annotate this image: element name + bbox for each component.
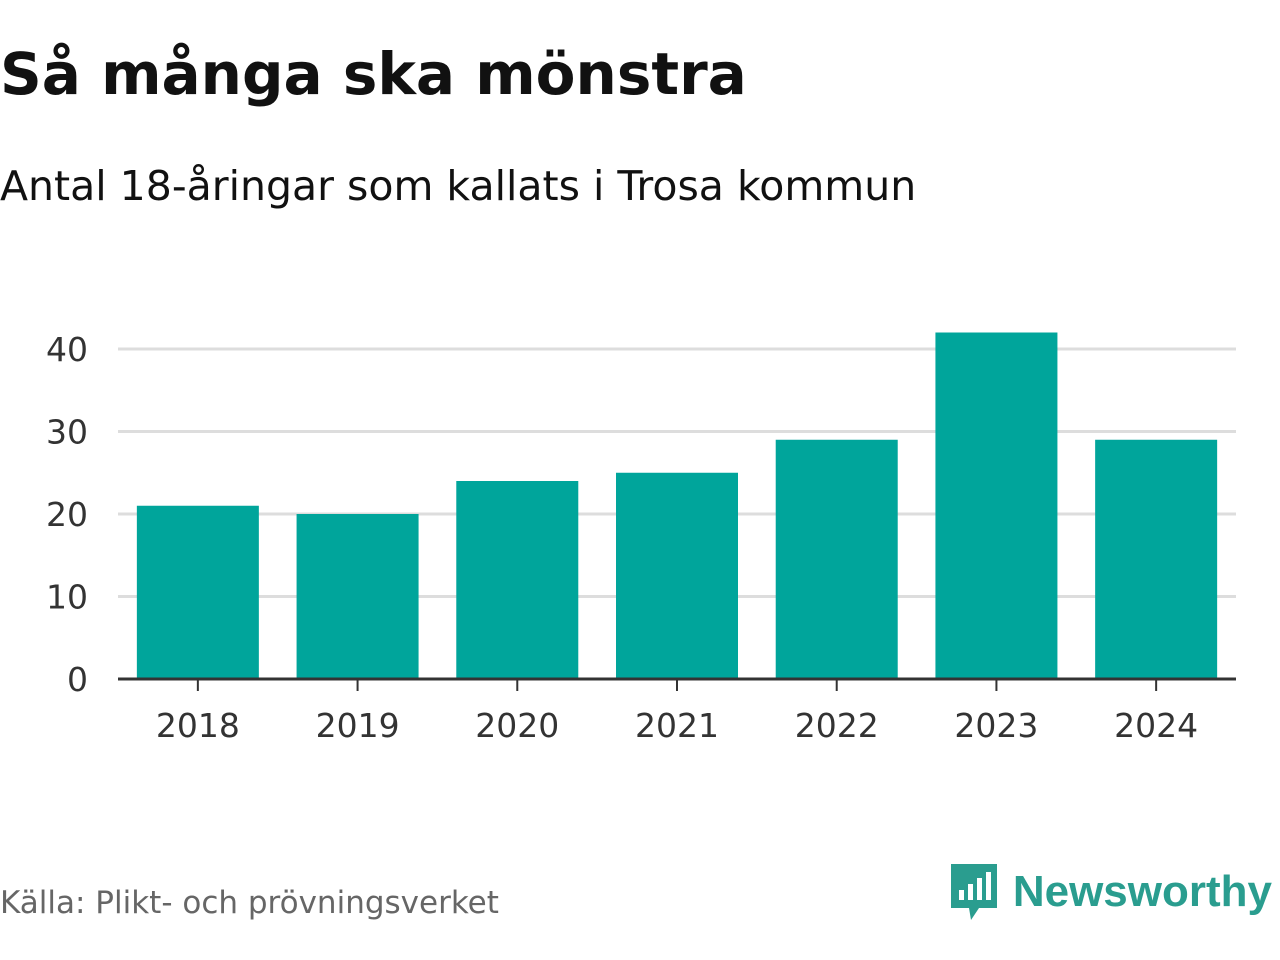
bars: [136, 332, 1218, 679]
x-tick-label: 2023: [954, 706, 1038, 745]
bar-2019: [296, 514, 419, 679]
x-tick-label: 2020: [475, 706, 559, 745]
newsworthy-logo: Newsworthy: [949, 862, 1272, 922]
brand-name: Newsworthy: [1012, 867, 1272, 916]
x-tick-label: 2022: [795, 706, 879, 745]
x-tick-label: 2024: [1114, 706, 1198, 745]
axes: [118, 677, 1236, 691]
bar-chart-speech-bubble-icon: [950, 864, 997, 920]
y-tick-label: 40: [46, 330, 88, 369]
bar-chart: 0 10 20 30 40 2018 2019 2020 2021 2022 2023 2024: [46, 330, 1236, 745]
y-tick-label: 30: [46, 413, 88, 452]
bar-2023: [935, 332, 1058, 679]
x-tick-label: 2018: [156, 706, 240, 745]
x-tick-label: 2021: [635, 706, 719, 745]
y-tick-label: 20: [46, 495, 88, 534]
chart-subtitle: Antal 18-åringar som kallats i Trosa kom…: [0, 162, 917, 210]
tick-labels: 0 10 20 30 40 2018 2019 2020 2021 2022 2023 2024: [46, 330, 1198, 745]
x-tick-label: 2019: [316, 706, 400, 745]
y-tick-label: 10: [46, 578, 88, 617]
bar-2020: [456, 481, 579, 679]
bar-2021: [616, 472, 738, 679]
y-tick-label: 0: [67, 660, 88, 699]
bar-2022: [775, 439, 898, 679]
bar-2018: [136, 505, 259, 679]
chart-title: Så många ska mönstra: [0, 40, 747, 108]
source-note: Källa: Plikt- och prövningsverket: [0, 885, 499, 921]
bar-2024: [1095, 439, 1218, 679]
